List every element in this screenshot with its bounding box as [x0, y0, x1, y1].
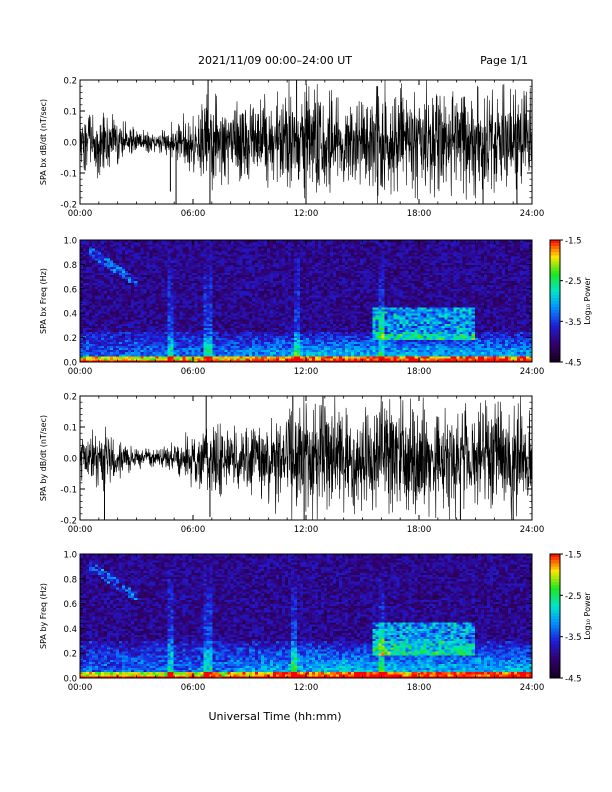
y-tick-label: 0.0 — [63, 139, 77, 149]
x-tick-label: 12:00 — [294, 209, 319, 219]
y-tick-label: -0.2 — [60, 201, 77, 211]
x-tick-label: 18:00 — [407, 209, 432, 219]
panel-1: 00:00 06:00 12:00 18:00 24:00 -0.2 -0.1 0.0 0.1 0… — [39, 77, 544, 220]
y-tick-label: 0.1 — [63, 108, 77, 118]
y-axis-label: SPA bx dB/dt (nT/sec) — [39, 99, 48, 185]
y-tick-label: -0.1 — [60, 170, 77, 180]
x-tick-label: 06:00 — [181, 209, 206, 219]
x-tick-label: 24:00 — [520, 209, 545, 219]
x-axis-label: Universal Time (hh:mm) — [209, 710, 342, 723]
y-tick-label: 0.2 — [63, 77, 77, 87]
figure-title: 2021/11/09 00:00–24:00 UT — [198, 54, 352, 67]
x-tick-label: 00:00 — [68, 209, 93, 219]
spectrogram — [80, 240, 532, 362]
panels: 00:00 06:00 12:00 18:00 24:00 -0.2 -0.1 0.0 0.1 0… — [39, 77, 592, 694]
figure: 2021/11/09 00:00–24:00 UT Page 1/1 Unive… — [0, 0, 612, 792]
page-indicator: Page 1/1 — [480, 54, 528, 67]
